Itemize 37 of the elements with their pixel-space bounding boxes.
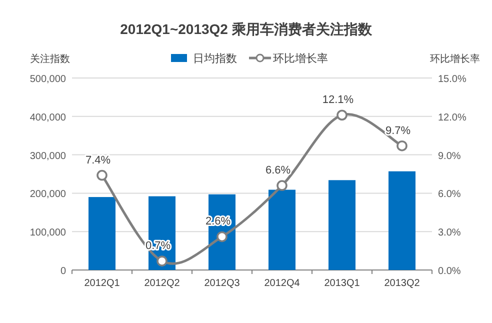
y2-tick-label: 3.0% <box>438 228 461 239</box>
data-label: 12.1% <box>322 94 354 106</box>
bar <box>388 171 416 270</box>
bar <box>88 197 116 270</box>
point <box>96 170 108 181</box>
legend-label: 日均指数 <box>193 53 237 65</box>
y-tick-label: 200,000 <box>30 189 66 200</box>
point <box>396 140 408 152</box>
y-tick-label: 0 <box>60 266 66 277</box>
point <box>156 256 168 266</box>
bar <box>328 180 356 270</box>
y2-axis-title: 环比增长率 <box>430 53 480 65</box>
x-tick-label: 2012Q4 <box>264 278 300 289</box>
data-label: 7.4% <box>85 154 111 166</box>
y2-tick-label: 15.0% <box>438 74 466 85</box>
data-label: 6.6% <box>265 164 291 177</box>
point <box>276 180 288 191</box>
point <box>216 231 228 242</box>
legend-label: 环比增长率 <box>273 52 328 65</box>
y-axis-title: 关注指数 <box>30 53 70 65</box>
x-tick-label: 2012Q2 <box>144 278 180 289</box>
y2-tick-label: 9.0% <box>438 150 461 162</box>
y-tick-label: 500,000 <box>30 74 66 85</box>
y2-tick-label: 0.0% <box>438 266 461 277</box>
chart-title: 2012Q1~2013Q2 乘用车消费者关注指数 <box>120 21 373 37</box>
y2-tick-label: 12.0% <box>438 112 466 124</box>
x-tick-label: 2012Q1 <box>84 278 120 289</box>
data-label: 9.7% <box>385 124 411 137</box>
y-tick-label: 100,000 <box>30 228 66 239</box>
point <box>336 110 348 121</box>
y2-tick-label: 6.0% <box>438 189 461 200</box>
y-tick-label: 400,000 <box>30 112 66 124</box>
x-tick-label: 2013Q2 <box>384 278 420 289</box>
x-tick-label: 2013Q1 <box>324 278 360 289</box>
x-tick-label: 2012Q3 <box>204 278 240 289</box>
y-tick-label: 300,000 <box>30 150 66 162</box>
bar <box>268 190 296 270</box>
